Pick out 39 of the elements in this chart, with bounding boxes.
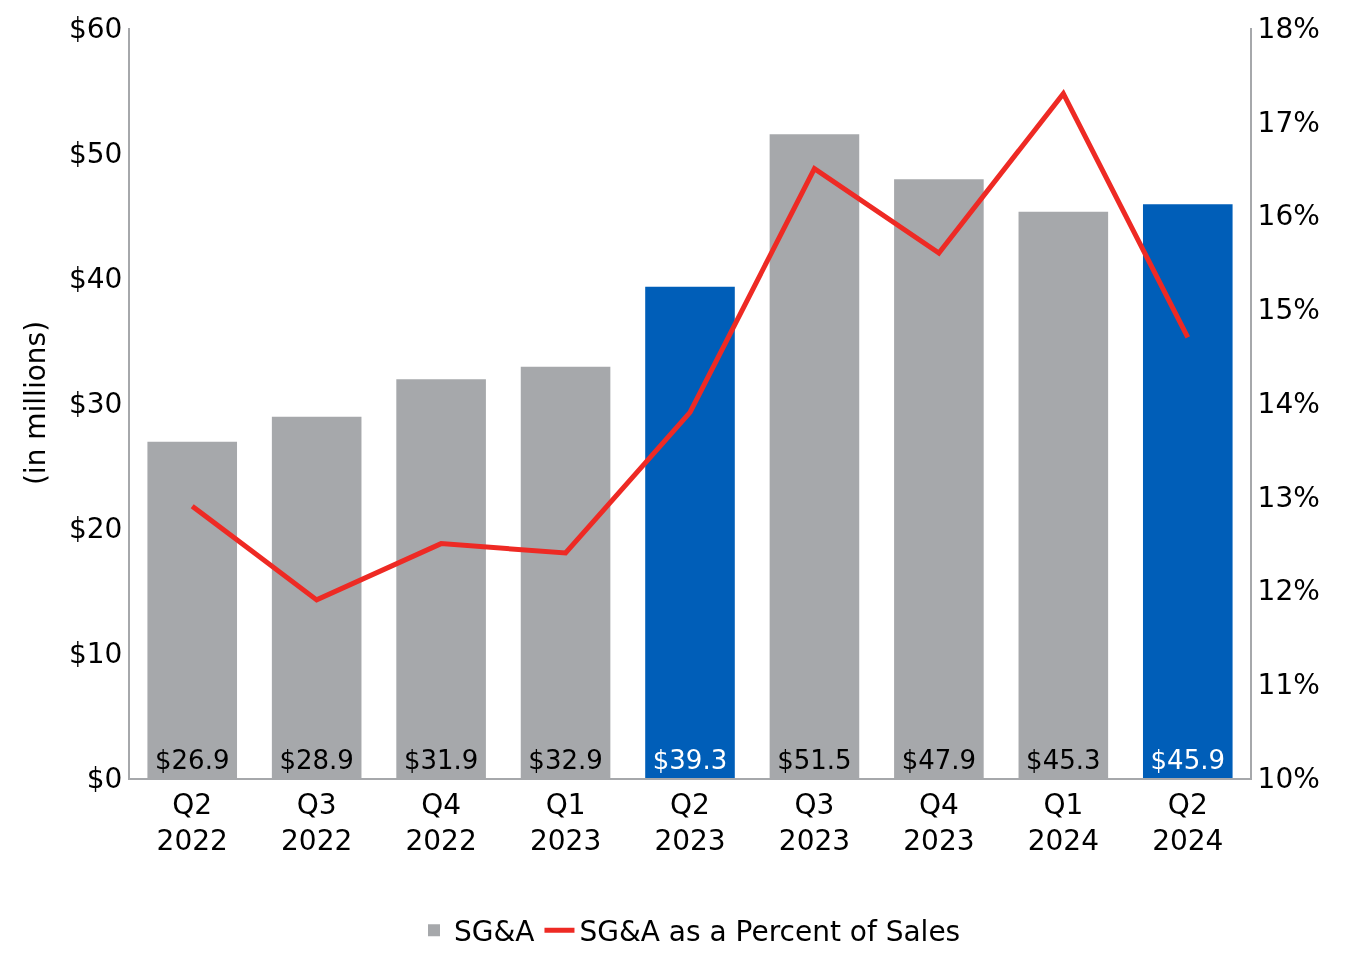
data-label: $26.9 — [155, 745, 230, 775]
data-label: $45.3 — [1026, 745, 1101, 775]
y-axis-title: (in millions) — [19, 320, 53, 486]
data-label: $51.5 — [777, 745, 852, 775]
x-tick-label: Q4 2022 — [405, 787, 477, 857]
y2-tick-label: 17% — [1257, 105, 1320, 139]
y-tick-label: $50 — [68, 136, 123, 170]
y-tick-label: $10 — [68, 636, 123, 670]
data-label: $45.9 — [1150, 745, 1225, 775]
y2-tick-label: 10% — [1257, 761, 1320, 795]
y2-tick-label: 11% — [1257, 668, 1320, 702]
y2-tick-label: 13% — [1257, 480, 1320, 514]
x-tick-label: Q3 2022 — [281, 787, 353, 857]
bar — [1142, 204, 1233, 778]
bar — [645, 286, 735, 778]
y-tick-label: $60 — [68, 11, 123, 45]
y2-tick-label: 18% — [1257, 11, 1320, 45]
y-tick-label: $20 — [68, 511, 123, 545]
y2-tick-label: 16% — [1257, 199, 1320, 233]
data-label: $31.9 — [403, 745, 479, 775]
data-label: $28.9 — [279, 745, 354, 775]
x-tick-label: Q3 2023 — [778, 787, 851, 857]
y2-tick-label: 14% — [1257, 386, 1320, 420]
x-tick-label: Q4 2023 — [903, 787, 975, 857]
x-tick-label: Q2 2024 — [1152, 787, 1224, 857]
y-tick-label: $30 — [68, 386, 123, 420]
y2-tick-label: 15% — [1257, 293, 1320, 327]
data-label: $39.3 — [652, 745, 728, 775]
data-label: $32.9 — [528, 745, 603, 775]
y2-tick-label: 12% — [1257, 574, 1320, 608]
x-tick-label: Q1 2023 — [529, 787, 602, 857]
y-tick-label: $0 — [86, 761, 123, 795]
legend-label: SG&A as a Percent of Sales — [579, 915, 961, 949]
legend-label: SG&A — [454, 915, 535, 949]
x-tick-label: Q1 2024 — [1027, 787, 1099, 857]
x-tick-label: Q2 2023 — [654, 787, 726, 857]
y-tick-label: $40 — [68, 261, 123, 295]
data-label: $47.9 — [901, 745, 977, 775]
x-tick-label: Q2 2022 — [156, 787, 228, 857]
